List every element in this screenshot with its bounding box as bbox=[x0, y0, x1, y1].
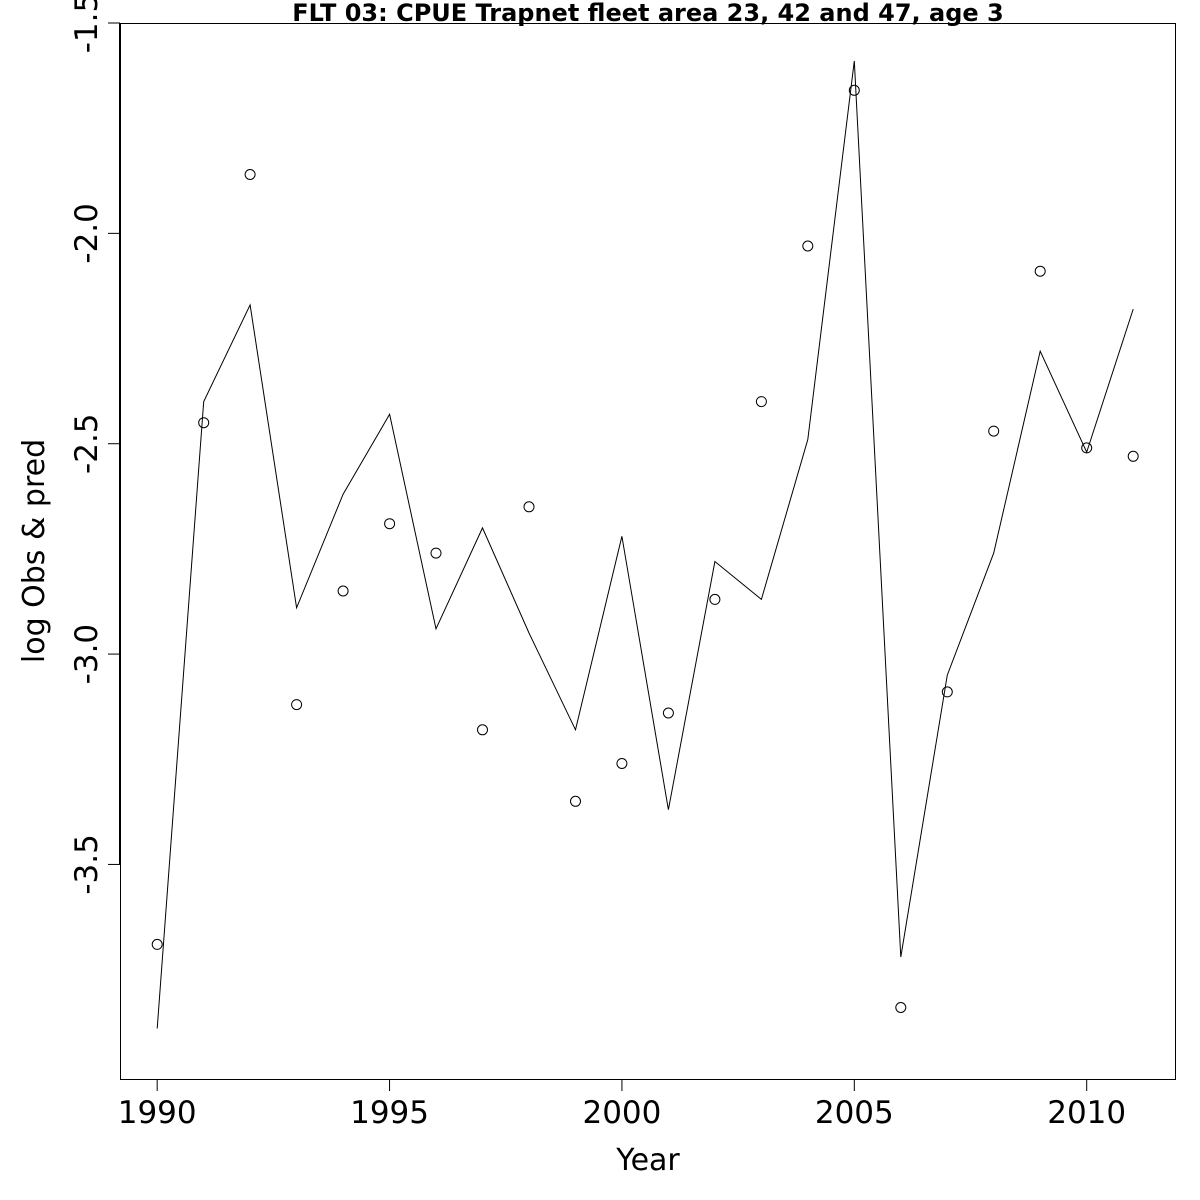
y-tick-label: -2.0 bbox=[69, 203, 105, 264]
chart-title: FLT 03: CPUE Trapnet fleet area 23, 42 a… bbox=[292, 0, 1003, 27]
y-tick-label: -3.5 bbox=[69, 834, 105, 895]
observed-point bbox=[662, 707, 674, 719]
x-tick-label: 2010 bbox=[1047, 1095, 1126, 1131]
x-tick-label: 2000 bbox=[582, 1095, 661, 1131]
observed-point bbox=[988, 425, 1000, 437]
observed-point bbox=[848, 84, 860, 96]
y-tick-label: -3.0 bbox=[69, 624, 105, 685]
observed-point bbox=[523, 501, 535, 513]
observed-point bbox=[1034, 265, 1046, 277]
observed-point bbox=[291, 699, 303, 711]
x-tick-label: 2005 bbox=[815, 1095, 894, 1131]
observed-point bbox=[755, 396, 767, 408]
observed-point bbox=[802, 240, 814, 252]
x-tick-label: 1990 bbox=[118, 1095, 197, 1131]
x-axis-label: Year bbox=[615, 1143, 680, 1178]
observed-point bbox=[384, 518, 396, 530]
predicted-line bbox=[156, 60, 1134, 1029]
observed-point bbox=[430, 547, 442, 559]
observed-point bbox=[895, 1002, 907, 1013]
observed-point bbox=[198, 417, 210, 429]
y-tick-label: -1.5 bbox=[69, 0, 105, 53]
observed-point bbox=[477, 724, 488, 736]
observed-point bbox=[709, 593, 721, 605]
plot-frame bbox=[120, 23, 1176, 1080]
observed-point bbox=[1081, 442, 1093, 454]
observed-point bbox=[616, 758, 628, 769]
x-tick-label: 1995 bbox=[350, 1095, 429, 1131]
observed-point bbox=[1127, 450, 1139, 462]
y-axis: -3.5 -3.0 -2.5 -2.0 -1.5 bbox=[69, 0, 120, 895]
observed-point bbox=[337, 585, 349, 597]
observed-point bbox=[244, 169, 256, 180]
observed-point bbox=[151, 938, 163, 950]
observed-point bbox=[941, 686, 953, 698]
x-axis: 1990 1995 2000 2005 2010 bbox=[118, 1079, 1126, 1131]
series-layer bbox=[151, 60, 1139, 1029]
y-axis-label: log Obs & pred bbox=[17, 439, 52, 663]
y-tick-label: -2.5 bbox=[69, 413, 105, 474]
observed-point bbox=[570, 795, 581, 807]
